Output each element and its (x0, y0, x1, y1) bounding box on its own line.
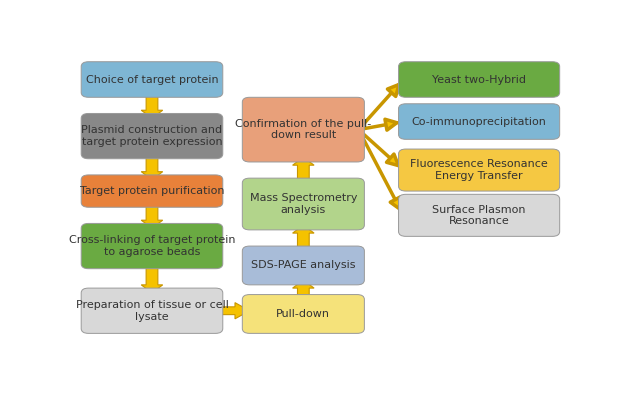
Text: Mass Spectrometry
analysis: Mass Spectrometry analysis (249, 193, 357, 215)
Polygon shape (292, 225, 314, 251)
Text: Pull-down: Pull-down (277, 309, 330, 319)
Text: Co-immunoprecipitation: Co-immunoprecipitation (411, 116, 547, 126)
FancyBboxPatch shape (243, 294, 364, 333)
Polygon shape (141, 92, 163, 118)
Text: Choice of target protein: Choice of target protein (86, 74, 219, 84)
Polygon shape (215, 303, 249, 319)
FancyBboxPatch shape (81, 62, 223, 97)
FancyBboxPatch shape (243, 178, 364, 230)
FancyBboxPatch shape (243, 246, 364, 285)
FancyBboxPatch shape (399, 194, 559, 236)
Text: Cross-linking of target protein
to agarose beads: Cross-linking of target protein to agaro… (69, 235, 235, 257)
FancyBboxPatch shape (399, 104, 559, 139)
Polygon shape (141, 264, 163, 293)
Text: Preparation of tissue or cell
lysate: Preparation of tissue or cell lysate (76, 300, 229, 322)
Polygon shape (141, 154, 163, 180)
Text: Surface Plasmon
Resonance: Surface Plasmon Resonance (432, 205, 526, 226)
Text: Target protein purification: Target protein purification (80, 186, 224, 196)
Text: Confirmation of the pull-
down result: Confirmation of the pull- down result (235, 119, 372, 140)
FancyBboxPatch shape (399, 149, 559, 191)
Text: Yeast two-Hybrid: Yeast two-Hybrid (432, 74, 526, 84)
Text: SDS-PAGE analysis: SDS-PAGE analysis (251, 260, 355, 270)
Polygon shape (292, 280, 314, 299)
FancyBboxPatch shape (399, 62, 559, 97)
Polygon shape (141, 202, 163, 228)
FancyBboxPatch shape (243, 97, 364, 162)
FancyBboxPatch shape (81, 175, 223, 207)
Polygon shape (292, 157, 314, 183)
Text: Fluorescence Resonance
Energy Transfer: Fluorescence Resonance Energy Transfer (410, 159, 548, 181)
Text: Plasmid construction and
target protein expression: Plasmid construction and target protein … (81, 125, 222, 147)
FancyBboxPatch shape (81, 113, 223, 159)
FancyBboxPatch shape (81, 288, 223, 333)
FancyBboxPatch shape (81, 223, 223, 269)
